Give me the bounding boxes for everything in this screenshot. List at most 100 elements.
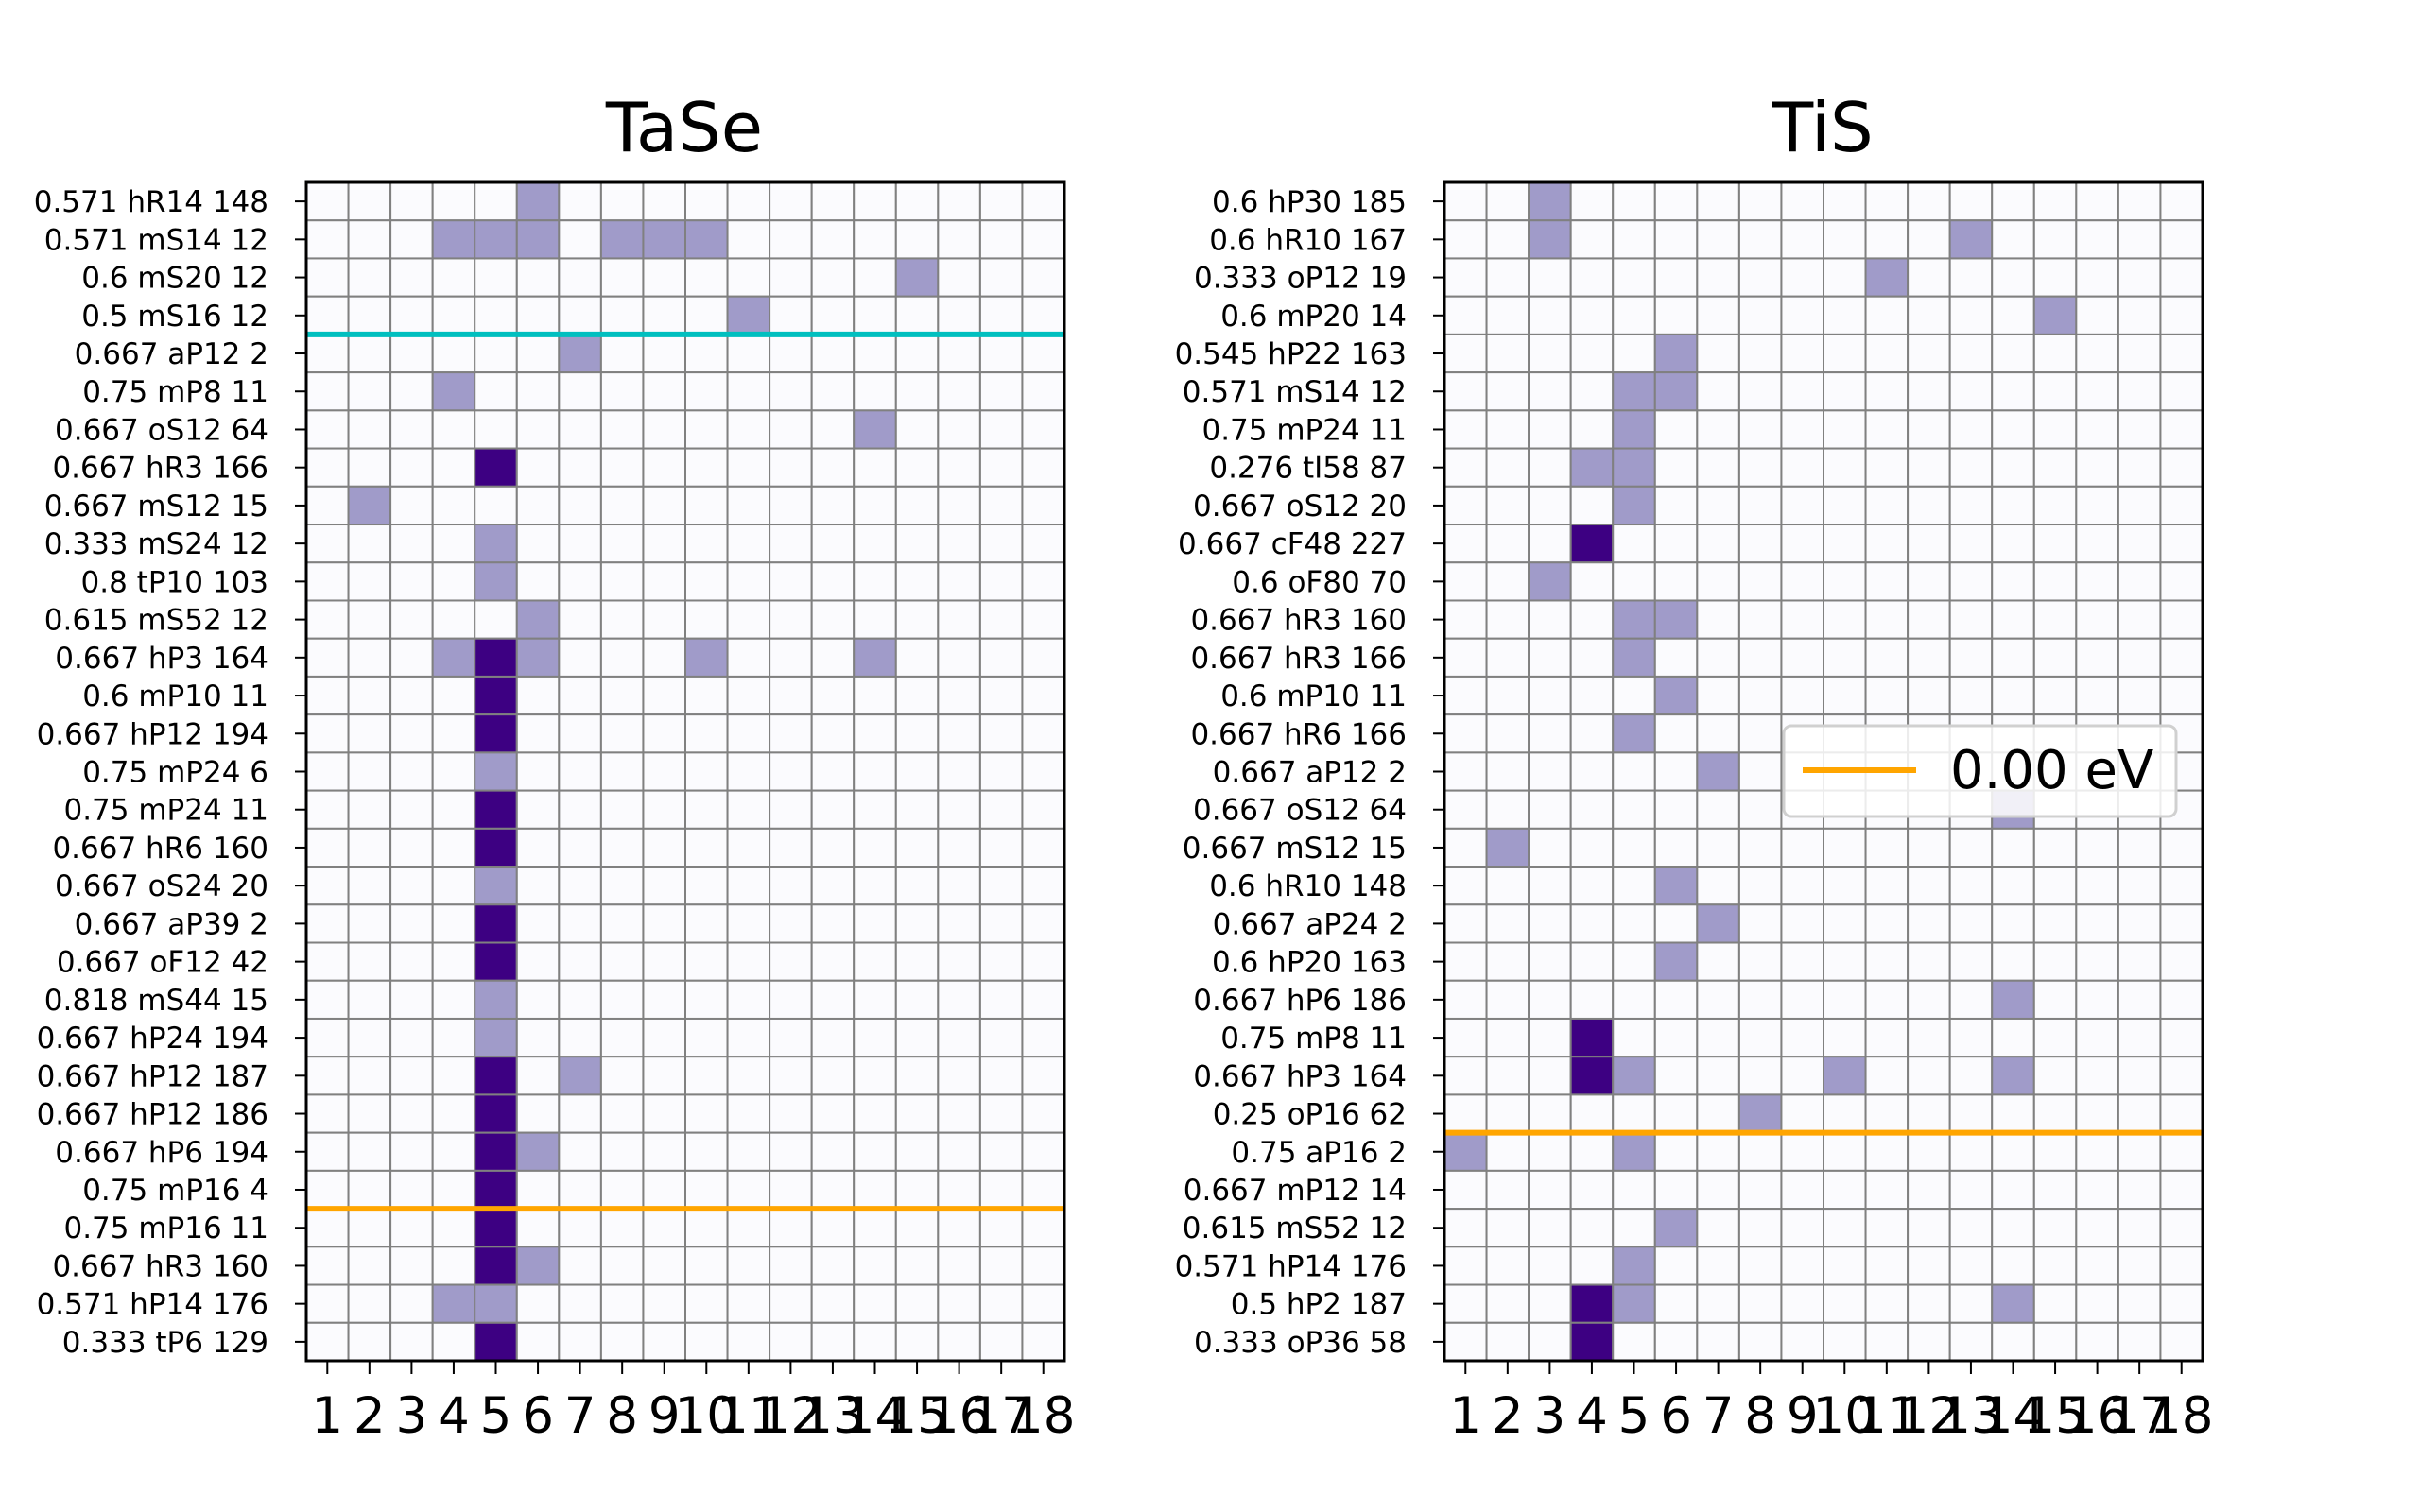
cell-empty-r21-c6 bbox=[1653, 979, 1699, 1020]
cell-empty-r22-c13 bbox=[810, 1017, 856, 1058]
cell-light-r12-c14 bbox=[853, 637, 897, 678]
cell-empty-r11-c10 bbox=[684, 599, 729, 640]
cell-light-r28-c5 bbox=[1612, 1246, 1656, 1286]
cell-empty-r27-c9 bbox=[642, 1208, 687, 1248]
cell-empty-r6-c3 bbox=[1528, 409, 1572, 450]
x-tick-label: 14 bbox=[843, 1387, 907, 1445]
cell-empty-r19-c10 bbox=[1823, 903, 1867, 944]
cell-empty-r15-c11 bbox=[726, 751, 771, 792]
cell-empty-r10-c2 bbox=[347, 561, 392, 602]
cell-empty-r18-c3 bbox=[1528, 866, 1572, 906]
cell-empty-r26-c1 bbox=[1443, 1169, 1488, 1211]
cell-empty-r0-c11 bbox=[1864, 181, 1910, 222]
cell-empty-r16-c16 bbox=[937, 789, 981, 830]
cell-empty-r14-c3 bbox=[389, 713, 434, 754]
cell-empty-r30-c10 bbox=[1823, 1321, 1867, 1363]
cell-empty-r0-c10 bbox=[684, 181, 729, 222]
cell-empty-r0-c14 bbox=[853, 181, 897, 222]
cell-empty-r1-c2 bbox=[347, 219, 392, 260]
x-tick-label: 7 bbox=[564, 1387, 596, 1445]
cell-empty-r9-c3 bbox=[389, 524, 434, 564]
cell-empty-r9-c9 bbox=[642, 524, 687, 564]
cell-light-r10-c3 bbox=[1528, 561, 1572, 602]
cell-light-r6-c5 bbox=[1612, 409, 1656, 450]
cell-empty-r24-c18 bbox=[2159, 1093, 2204, 1134]
cell-empty-r15-c2 bbox=[347, 751, 392, 792]
cell-empty-r29-c1 bbox=[305, 1283, 350, 1324]
cell-empty-r4-c14 bbox=[853, 333, 897, 374]
cell-empty-r30-c2 bbox=[347, 1321, 392, 1363]
cell-empty-r30-c18 bbox=[2159, 1321, 2204, 1363]
cell-empty-r8-c3 bbox=[1528, 485, 1572, 526]
cell-empty-r30-c8 bbox=[599, 1321, 645, 1363]
cell-empty-r30-c1 bbox=[1443, 1321, 1488, 1363]
cell-empty-r18-c12 bbox=[769, 866, 813, 906]
y-tick-label: 0.667 oS12 20 bbox=[1193, 490, 1407, 524]
cell-empty-r17-c15 bbox=[894, 827, 940, 868]
cell-empty-r10-c1 bbox=[305, 561, 350, 602]
cell-empty-r23-c13 bbox=[810, 1056, 856, 1096]
cell-empty-r20-c10 bbox=[684, 941, 729, 982]
cell-empty-r11-c14 bbox=[853, 599, 897, 640]
cell-empty-r8-c11 bbox=[1864, 485, 1910, 526]
cell-empty-r7-c17 bbox=[2117, 447, 2162, 488]
cell-empty-r20-c2 bbox=[1485, 941, 1530, 982]
cell-empty-r1-c1 bbox=[1443, 219, 1488, 260]
cell-empty-r9-c12 bbox=[1907, 524, 1951, 564]
cell-empty-r16-c8 bbox=[1737, 789, 1783, 830]
cell-empty-r27-c6 bbox=[515, 1208, 561, 1248]
cell-empty-r30-c6 bbox=[515, 1321, 561, 1363]
cell-empty-r12-c7 bbox=[1696, 637, 1740, 678]
cell-empty-r6-c12 bbox=[769, 409, 813, 450]
cell-empty-r21-c9 bbox=[1780, 979, 1824, 1020]
cell-empty-r3-c13 bbox=[810, 295, 856, 335]
cell-empty-r26-c17 bbox=[978, 1169, 1024, 1211]
cell-empty-r8-c1 bbox=[305, 485, 350, 526]
cell-empty-r25-c16 bbox=[937, 1131, 981, 1172]
cell-empty-r5-c13 bbox=[810, 371, 856, 412]
cell-empty-r9-c18 bbox=[2159, 524, 2204, 564]
cell-empty-r6-c9 bbox=[642, 409, 687, 450]
cell-empty-r27-c15 bbox=[894, 1208, 940, 1248]
cell-empty-r27-c12 bbox=[769, 1208, 813, 1248]
y-tick-label: 0.667 hR3 166 bbox=[52, 452, 268, 486]
cell-empty-r12-c12 bbox=[769, 637, 813, 678]
cell-empty-r19-c8 bbox=[1737, 903, 1783, 944]
cell-empty-r3-c8 bbox=[599, 295, 645, 335]
cell-empty-r3-c7 bbox=[558, 295, 602, 335]
cell-empty-r20-c12 bbox=[769, 941, 813, 982]
cell-light-r1-c4 bbox=[431, 219, 476, 260]
cell-empty-r6-c1 bbox=[1443, 409, 1488, 450]
cell-empty-r26-c9 bbox=[642, 1169, 687, 1211]
cell-empty-r10-c11 bbox=[1864, 561, 1910, 602]
cell-empty-r29-c8 bbox=[599, 1283, 645, 1324]
cell-empty-r7-c1 bbox=[305, 447, 350, 488]
cell-empty-r17-c8 bbox=[1737, 827, 1783, 868]
cell-empty-r19-c17 bbox=[2117, 903, 2162, 944]
cell-empty-r7-c14 bbox=[853, 447, 897, 488]
cell-empty-r2-c18 bbox=[2159, 257, 2204, 298]
cell-empty-r9-c1 bbox=[1443, 524, 1488, 564]
cell-empty-r13-c15 bbox=[894, 675, 940, 716]
cell-dark-r16-c5 bbox=[474, 789, 518, 830]
cell-empty-r15-c8 bbox=[1737, 751, 1783, 792]
cell-empty-r11-c9 bbox=[1780, 599, 1824, 640]
cell-empty-r24-c2 bbox=[1485, 1093, 1530, 1134]
cell-empty-r0-c13 bbox=[810, 181, 856, 222]
x-tick-label: 5 bbox=[1618, 1387, 1651, 1445]
cell-empty-r11-c18 bbox=[2159, 599, 2204, 640]
cell-empty-r7-c6 bbox=[515, 447, 561, 488]
cell-empty-r9-c9 bbox=[1780, 524, 1824, 564]
x-tick-label: 15 bbox=[885, 1387, 948, 1445]
x-tick-label: 13 bbox=[1939, 1387, 2002, 1445]
cell-empty-r6-c3 bbox=[389, 409, 434, 450]
cell-empty-r11-c12 bbox=[769, 599, 813, 640]
cell-empty-r12-c12 bbox=[1907, 637, 1951, 678]
cell-empty-r17-c14 bbox=[1991, 827, 2035, 868]
cell-empty-r22-c3 bbox=[389, 1017, 434, 1058]
cell-empty-r20-c3 bbox=[1528, 941, 1572, 982]
cell-empty-r16-c2 bbox=[347, 789, 392, 830]
cell-empty-r17-c9 bbox=[1780, 827, 1824, 868]
y-tick-label: 0.615 mS52 12 bbox=[1183, 1211, 1407, 1246]
cell-empty-r27-c3 bbox=[1528, 1208, 1572, 1248]
